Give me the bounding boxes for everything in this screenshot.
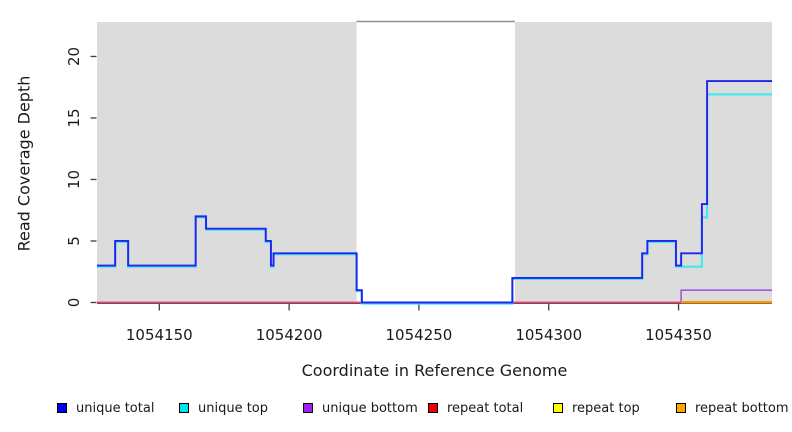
x-tick-label: 1054150: [126, 326, 193, 344]
x-axis-label: Coordinate in Reference Genome: [301, 361, 568, 380]
x-tick-label: 1054300: [515, 326, 582, 344]
legend: unique total unique top unique bottom repea…: [0, 399, 792, 421]
series-line-unique-total: [97, 80, 772, 304]
legend-label: repeat top: [572, 400, 640, 416]
shaded-region: [97, 22, 357, 303]
legend-swatch-icon: [179, 403, 189, 413]
legend-item-repeat-bottom: repeat bottom: [676, 399, 789, 417]
legend-swatch-icon: [676, 403, 686, 413]
legend-swatch-icon: [553, 403, 563, 413]
legend-swatch-icon: [428, 403, 438, 413]
legend-item-unique-total: unique total: [57, 399, 154, 417]
legend-label: repeat bottom: [695, 400, 789, 416]
legend-item-repeat-total: repeat total: [428, 399, 523, 417]
x-tick-label: 1054350: [645, 326, 712, 344]
legend-label: unique top: [198, 400, 269, 416]
x-tick-label: 1054250: [386, 326, 453, 344]
y-tick-label: 10: [65, 170, 83, 189]
y-tick-label: 5: [65, 236, 83, 246]
y-tick-label: 15: [65, 108, 83, 127]
legend-item-unique-bottom: unique bottom: [303, 399, 418, 417]
x-tick-label: 1054200: [256, 326, 323, 344]
y-axis-label: Read Coverage Depth: [14, 75, 34, 252]
y-tick-label: 20: [65, 47, 83, 66]
shaded-region: [514, 22, 772, 303]
legend-label: unique total: [76, 400, 155, 416]
legend-swatch-icon: [303, 403, 313, 413]
legend-item-unique-top: unique top: [179, 399, 268, 417]
legend-item-repeat-top: repeat top: [553, 399, 640, 417]
y-tick-label: 0: [65, 298, 83, 308]
legend-label: repeat total: [447, 400, 524, 416]
legend-swatch-icon: [57, 403, 67, 413]
legend-label: unique bottom: [322, 400, 418, 416]
